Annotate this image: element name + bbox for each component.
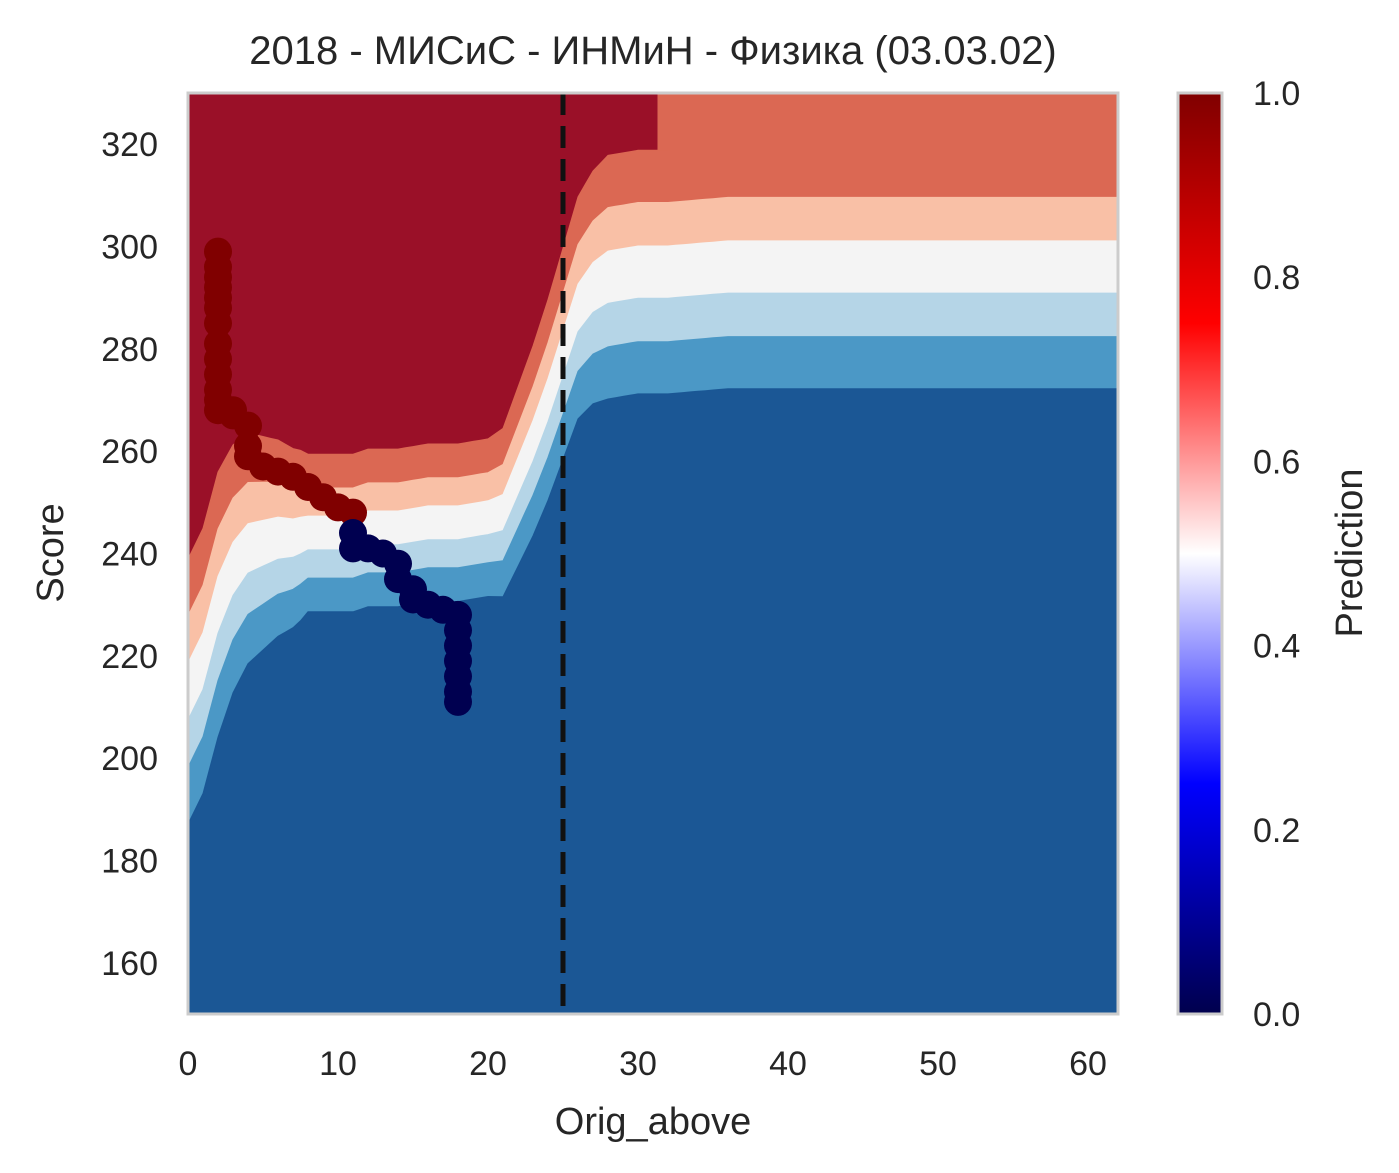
chart-title: 2018 - МИСиС - ИНМиН - Физика (03.03.02) <box>249 29 1057 73</box>
y-tick-label: 160 <box>101 945 158 983</box>
y-tick-label: 200 <box>101 740 158 778</box>
x-tick-label: 20 <box>469 1045 507 1083</box>
x-axis-label: Orig_above <box>555 1101 751 1143</box>
colorbar-tick-label: 0.0 <box>1253 996 1300 1034</box>
colorbar-label: Prediction <box>1329 469 1371 638</box>
colorbar-tick-label: 1.0 <box>1253 75 1300 113</box>
plot-frame <box>186 91 1120 1016</box>
x-tick-label: 0 <box>179 1045 198 1083</box>
y-tick-label: 220 <box>101 638 158 676</box>
colorbar-ticks: 0.0 0.2 0.4 0.6 0.8 1.0 <box>1253 75 1300 1034</box>
x-tick-label: 60 <box>1069 1045 1107 1083</box>
x-tick-label: 10 <box>319 1045 357 1083</box>
colorbar-gradient <box>1176 91 1224 1016</box>
contour-band-dark-blue <box>188 388 1118 1014</box>
y-tick-label: 240 <box>101 536 158 574</box>
y-axis-label: Score <box>30 503 72 602</box>
points-predicted-1-point <box>339 498 367 527</box>
x-tick-label: 30 <box>619 1045 657 1083</box>
colorbar: 0.0 0.2 0.4 0.6 0.8 1.0 Prediction <box>1176 75 1371 1034</box>
y-tick-label: 280 <box>101 331 158 369</box>
y-tick-label: 180 <box>101 843 158 881</box>
x-axis-ticks: 0 10 20 30 40 50 60 <box>179 1045 1107 1083</box>
colorbar-tick-label: 0.6 <box>1253 443 1300 481</box>
colorbar-tick-label: 0.8 <box>1253 259 1300 297</box>
x-tick-label: 50 <box>919 1045 957 1083</box>
plot-area <box>188 93 1118 1014</box>
x-tick-label: 40 <box>769 1045 807 1083</box>
points-predicted-0-point <box>444 687 472 716</box>
colorbar-tick-label: 0.2 <box>1253 812 1300 850</box>
colorbar-tick-label: 0.4 <box>1253 628 1300 666</box>
points-predicted-1-point <box>204 309 232 338</box>
scatter-points <box>204 237 472 716</box>
y-tick-label: 320 <box>101 126 158 164</box>
contour-region-upper-right <box>657 93 1118 151</box>
y-axis-ticks: 160 180 200 220 240 260 280 300 320 <box>101 126 158 983</box>
y-tick-label: 260 <box>101 433 158 471</box>
y-tick-label: 300 <box>101 229 158 267</box>
points-predicted-1-point <box>234 411 262 440</box>
contour-fill <box>188 93 1118 1014</box>
